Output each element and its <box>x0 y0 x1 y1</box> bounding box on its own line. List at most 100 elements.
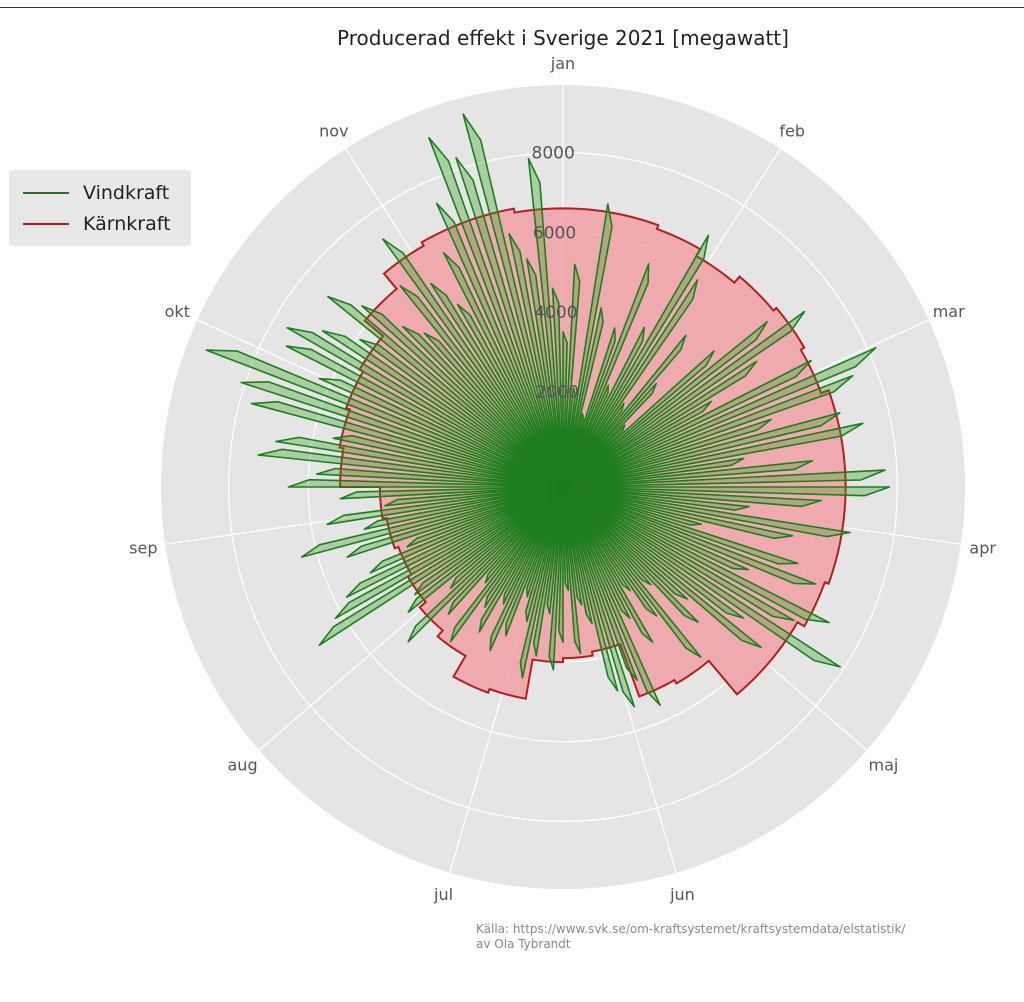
vindkraft-spoke <box>526 258 564 488</box>
month-label-feb: feb <box>779 121 805 140</box>
vindkraft-spoke <box>562 263 650 488</box>
legend-label-karnkraft: Kärnkraft <box>83 213 171 235</box>
vindkraft-spoke <box>327 295 564 488</box>
vindkraft-spoke <box>428 136 564 488</box>
vindkraft-spoke <box>562 412 841 488</box>
month-label-maj: maj <box>869 756 899 775</box>
vindkraft-spoke <box>505 486 564 637</box>
vindkraft-spoke <box>562 460 814 488</box>
vindkraft-spoke <box>527 157 564 488</box>
month-label-jul: jul <box>433 885 453 904</box>
author-credit: av Ola Tybrandt <box>476 937 571 951</box>
vindkraft-spoke <box>484 486 564 608</box>
legend: Vindkraft Kärnkraft <box>9 170 191 246</box>
vindkraft-spoke <box>562 486 636 708</box>
vindkraft-spoke <box>407 486 564 613</box>
vindkraft-spoke <box>361 305 564 488</box>
vindkraft-spoke <box>562 486 631 619</box>
vindkraft-spoke <box>562 486 891 497</box>
vindkraft-spoke <box>562 418 772 488</box>
vindkraft-spoke <box>562 486 583 606</box>
vindkraft-spoke <box>240 381 564 488</box>
vindkraft-spoke <box>384 486 564 507</box>
vindkraft-spoke <box>562 350 715 488</box>
vindkraft-spoke <box>532 486 564 657</box>
vindkraft-spoke <box>562 486 795 622</box>
vindkraft-spoke <box>562 359 812 488</box>
month-label-nov: nov <box>319 121 348 140</box>
vindkraft-spoke <box>562 486 638 681</box>
vindkraft-spoke <box>435 202 564 488</box>
vindkraft-spoke <box>562 384 610 488</box>
vindkraft-spoke <box>407 486 564 643</box>
legend-swatch-vindkraft <box>23 192 69 194</box>
vindkraft-spoke <box>562 486 823 508</box>
vindkraft-spoke <box>562 486 688 600</box>
vindkraft-spoke <box>286 327 564 488</box>
legend-label-vindkraft: Vindkraft <box>83 182 170 204</box>
vindkraft-spoke <box>318 486 564 646</box>
vindkraft-spoke <box>562 310 806 488</box>
vindkraft-spoke <box>562 486 582 655</box>
vindkraft-spoke <box>562 486 841 668</box>
month-label-apr: apr <box>969 538 996 557</box>
vindkraft-spoke <box>562 320 768 488</box>
vindkraft-spoke <box>562 486 652 586</box>
vindkraft-spoke <box>484 486 564 584</box>
month-label-okt: okt <box>165 302 190 321</box>
vindkraft-spoke <box>334 486 564 620</box>
vindkraft-spoke <box>562 486 703 526</box>
vindkraft-spoke <box>287 478 564 488</box>
vindkraft-spoke <box>332 434 564 488</box>
vindkraft-spoke <box>321 330 564 488</box>
vindkraft-spoke <box>430 282 564 488</box>
vindkraft-spoke <box>250 400 564 488</box>
vindkraft-spoke <box>345 486 564 598</box>
month-label-mar: mar <box>933 302 965 321</box>
vindkraft-spoke <box>275 436 564 488</box>
source-note: Källa: https://www.svk.se/om-kraftsystem… <box>476 922 905 952</box>
vindkraft-spoke <box>562 486 851 538</box>
vindkraft-spoke <box>489 486 564 652</box>
vindkraft-spoke <box>257 448 564 488</box>
vindkraft-spoke <box>562 360 758 488</box>
vindkraft-spoke <box>562 382 657 488</box>
vindkraft-spoke <box>562 486 750 511</box>
vindkraft-spoke <box>562 263 581 488</box>
vindkraft-spoke <box>546 486 564 615</box>
vindkraft-spoke <box>315 467 564 488</box>
vindkraft-spoke <box>562 486 799 565</box>
vindkraft-spoke <box>339 486 564 500</box>
vindkraft-spoke <box>300 486 564 558</box>
vindkraft-spoke <box>519 486 564 679</box>
vindkraft-spoke <box>401 325 564 488</box>
vindkraft-spoke <box>562 486 658 617</box>
vindkraft-spoke <box>449 486 564 589</box>
vindkraft-spoke <box>562 486 619 692</box>
vindkraft-spoke <box>562 486 593 625</box>
vindkraft-spoke <box>562 486 699 623</box>
vindkraft-spoke <box>359 338 564 488</box>
vindkraft-spoke <box>562 234 710 488</box>
vindkraft-spoke <box>562 457 745 488</box>
radial-tick-label: 8000 <box>532 144 575 164</box>
vindkraft-spoke <box>562 486 762 649</box>
vindkraft-spoke <box>449 486 564 643</box>
vindkraft-spoke <box>423 332 564 488</box>
source-url: Källa: https://www.svk.se/om-kraftsystem… <box>476 922 906 936</box>
vindkraft-spoke <box>346 486 564 558</box>
vindkraft-spoke <box>526 486 564 598</box>
vindkraft-spoke <box>456 303 564 488</box>
vindkraft-spoke <box>562 486 830 624</box>
vindkraft-spoke <box>562 486 661 706</box>
vindkraft-spoke <box>548 486 564 671</box>
vindkraft-spoke <box>478 486 564 633</box>
radial-tick-label: 6000 <box>533 223 576 243</box>
top-border <box>0 0 1024 8</box>
month-label-aug: aug <box>228 756 258 775</box>
vindkraft-spoke <box>562 469 886 488</box>
vindkraft-spoke <box>551 287 564 488</box>
month-label-sep: sep <box>129 538 157 557</box>
vindkraft-spoke <box>562 402 625 488</box>
